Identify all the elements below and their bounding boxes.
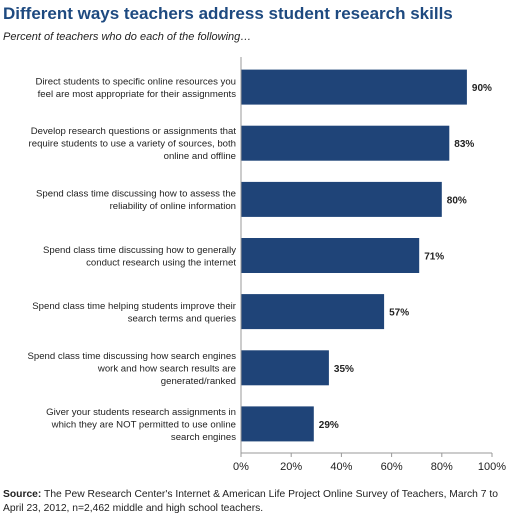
x-tick-label-6: 100% (478, 461, 506, 473)
chart-title: Different ways teachers address student … (3, 4, 453, 23)
value-label-6: 35% (334, 364, 354, 375)
category-label-7-line-2: which they are NOT permitted to use onli… (51, 419, 236, 430)
category-label-2-line-2: require students to use a variety of sou… (29, 139, 236, 150)
bar-7 (241, 406, 314, 442)
category-label-7-line-1: Giver your students research assignments… (46, 407, 236, 418)
x-tick-label-3: 40% (330, 461, 352, 473)
category-label-2-line-1: Develop research questions or assignment… (31, 126, 237, 137)
value-label-7: 29% (319, 420, 339, 431)
value-label-4: 71% (424, 252, 444, 263)
chart-subtitle: Percent of teachers who do each of the f… (3, 31, 252, 43)
x-tick-label-1: 0% (233, 461, 249, 473)
category-label-3-line-1: Spend class time discussing how to asses… (36, 189, 236, 200)
source-note: Source: The Pew Research Center's Intern… (3, 488, 518, 516)
value-label-1: 90% (472, 83, 492, 94)
category-label-7-line-3: search engines (171, 432, 236, 443)
value-label-2: 83% (454, 139, 474, 150)
bar-5 (241, 294, 385, 330)
category-label-3-line-2: reliability of online information (110, 201, 236, 212)
value-label-3: 80% (447, 195, 467, 206)
category-label-4-line-2: conduct research using the internet (86, 257, 236, 268)
category-label-1-line-2: feel are most appropriate for their assi… (38, 89, 237, 100)
source-text: The Pew Research Center's Internet & Ame… (3, 489, 498, 514)
bar-3 (241, 181, 442, 217)
bar-chart: 90% Direct students to specific online re… (27, 57, 506, 473)
category-label-1-line-1: Direct students to specific online resou… (36, 76, 237, 87)
x-tick-label-4: 60% (381, 461, 403, 473)
category-label-6-line-1: Spend class time discussing how search e… (27, 351, 236, 362)
category-label-5-line-2: search terms and queries (128, 313, 236, 324)
category-label-2-line-3: online and offline (164, 151, 236, 162)
source-label: Source: (3, 489, 42, 500)
bar-4 (241, 238, 420, 273)
value-label-5: 57% (389, 308, 409, 319)
category-label-4-line-1: Spend class time discussing how to gener… (43, 245, 236, 256)
category-label-6-line-3: generated/ranked (161, 376, 236, 387)
bar-2 (241, 125, 450, 161)
bar-1 (241, 69, 467, 105)
bar-6 (241, 350, 329, 386)
x-tick-label-5: 80% (431, 461, 453, 473)
category-label-6-line-2: work and how search results are (97, 363, 236, 374)
x-tick-label-2: 20% (280, 461, 302, 473)
category-label-5-line-1: Spend class time helping students improv… (32, 301, 237, 312)
